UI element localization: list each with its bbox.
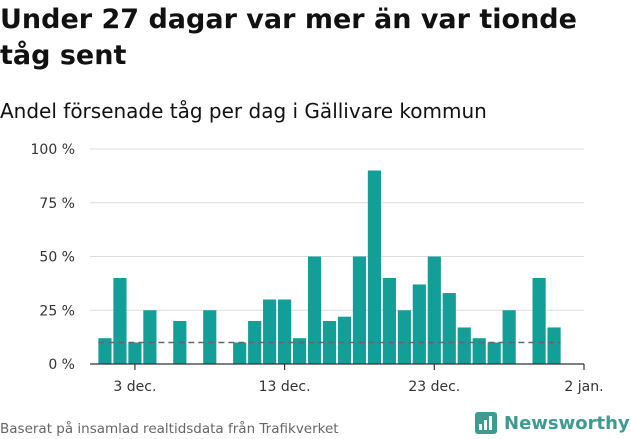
brand-name: Newsworthy (504, 412, 630, 434)
bar (532, 278, 546, 364)
bar (457, 327, 471, 364)
bar (143, 310, 157, 364)
chart-title: Under 27 dagar var mer än var tionde tåg… (0, 4, 577, 71)
bar (382, 278, 396, 364)
grid-lines (90, 148, 584, 311)
bar (98, 338, 112, 364)
x-tick-label: 13 dec. (259, 379, 311, 395)
bar (547, 327, 561, 364)
bar (502, 310, 516, 364)
newsworthy-brand: Newsworthy (474, 409, 630, 437)
bar (412, 284, 426, 364)
y-tick-label: 100 % (31, 142, 75, 158)
bar (233, 342, 247, 364)
y-tick-label: 25 % (39, 303, 75, 319)
tick-labels: 0 % 25 % 50 % 75 % 100 % 3 dec. 13 dec. 23 dec.… (31, 142, 604, 395)
bar (427, 256, 441, 364)
bar (263, 299, 277, 364)
chart-subtitle: Andel försenade tåg per dag i Gällivare … (0, 99, 487, 123)
y-tick-label: 50 % (39, 250, 75, 266)
bar (203, 310, 217, 364)
bar (307, 256, 322, 364)
bar (248, 321, 262, 364)
bar (367, 170, 382, 364)
bar (113, 278, 127, 364)
bar (128, 342, 142, 364)
newsworthy-logo-icon (475, 412, 497, 434)
bar (397, 310, 411, 364)
bar (337, 316, 352, 364)
x-tick-label: 2 jan. (564, 379, 603, 395)
bar (278, 299, 292, 364)
bar (442, 293, 456, 364)
bar (292, 338, 307, 364)
y-tick-label: 75 % (39, 196, 75, 212)
bar (352, 256, 367, 364)
x-tick-label: 23 dec. (408, 379, 460, 395)
bars (98, 170, 561, 364)
bar (472, 338, 486, 364)
bar (487, 342, 501, 364)
x-tick-label: 3 dec. (113, 379, 156, 395)
source-note: Baserat på insamlad realtidsdata från Tr… (0, 421, 339, 437)
x-axis (90, 363, 585, 370)
y-tick-label: 0 % (48, 357, 75, 373)
